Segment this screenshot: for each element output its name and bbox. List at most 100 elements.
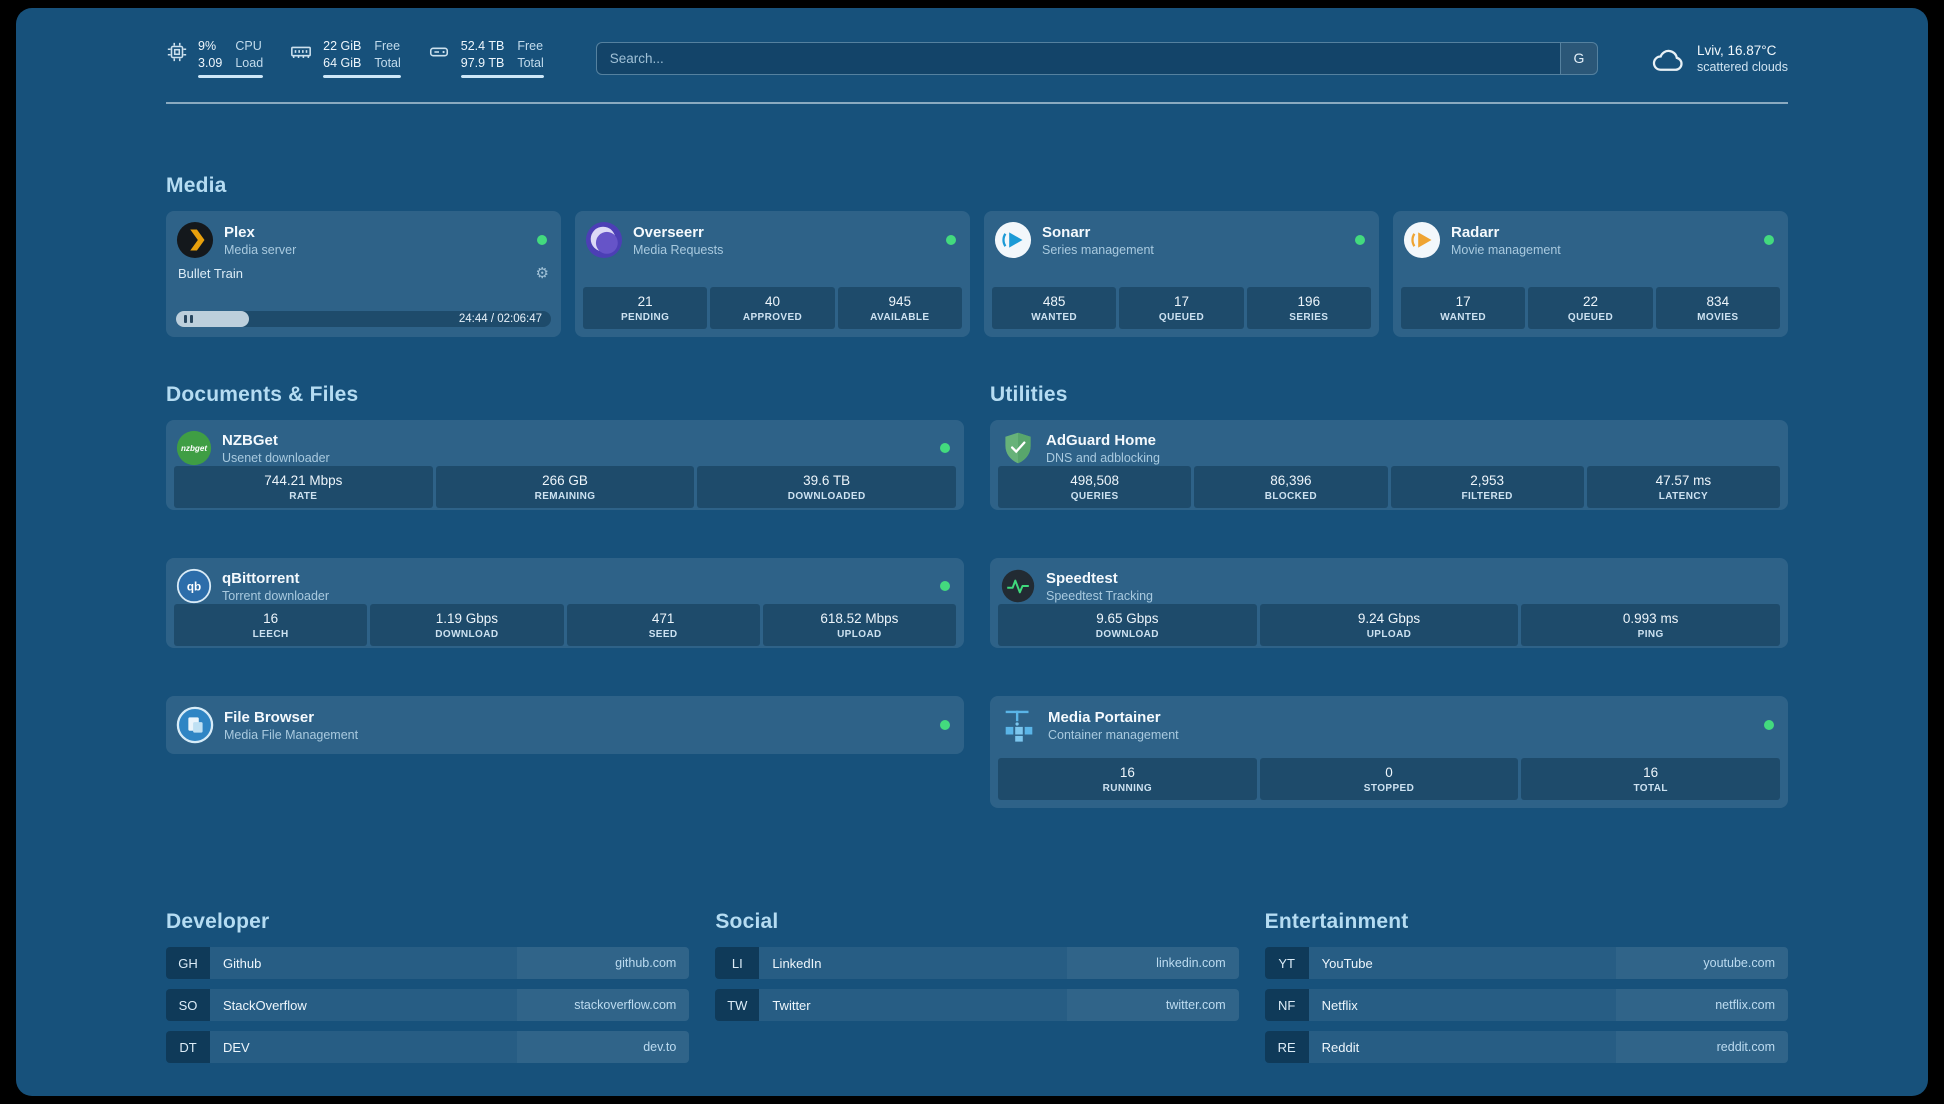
- playback-progress-bar: 24:44 / 02:06:47: [176, 311, 551, 327]
- cpu-label: CPU: [235, 39, 262, 54]
- cpu-widget: 9% 3.09 CPU Load: [166, 38, 264, 78]
- bookmark-github[interactable]: GH Github github.com: [166, 947, 690, 979]
- now-playing-title: Bullet Train: [178, 266, 244, 281]
- disk-total-value: 97.9 TB: [460, 55, 505, 70]
- memory-free-value: 22 GiB: [323, 39, 362, 54]
- bookmark-name: DEV: [210, 1031, 518, 1063]
- bookmark-group-entertainment: Entertainment YT YouTube youtube.com NF …: [1264, 910, 1788, 1073]
- bookmark-netflix[interactable]: NF Netflix netflix.com: [1264, 989, 1788, 1021]
- bookmark-youtube[interactable]: YT YouTube youtube.com: [1264, 947, 1788, 979]
- radarr-icon: [1403, 221, 1441, 259]
- disk-free-label: Free: [517, 39, 544, 54]
- service-subtitle: Container management: [1048, 727, 1179, 742]
- service-card-adguard[interactable]: AdGuard Home DNS and adblocking 498,508 …: [990, 420, 1788, 510]
- service-card-nzbget[interactable]: nzbget NZBGet Usenet downloader 744.21 M…: [166, 420, 964, 510]
- gear-icon[interactable]: ⚙: [535, 265, 549, 282]
- disk-total-label: Total: [517, 55, 544, 70]
- service-title: Plex: [224, 224, 255, 242]
- service-subtitle: Series management: [1042, 242, 1154, 257]
- disk-icon: [427, 41, 451, 63]
- bookmark-name: Reddit: [1308, 1031, 1616, 1063]
- bookmark-name: LinkedIn: [759, 947, 1067, 979]
- status-dot: [537, 235, 547, 245]
- stat-upload: 618.52 Mbps UPLOAD: [762, 604, 956, 646]
- bookmark-twitter[interactable]: TW Twitter twitter.com: [715, 989, 1239, 1021]
- disk-usage-bar: [460, 74, 544, 78]
- status-dot: [940, 581, 950, 591]
- stat-queued: 22 QUEUED: [1528, 287, 1653, 329]
- cpu-load-value: 3.09: [198, 55, 223, 70]
- stat-latency: 47.57 ms LATENCY: [1586, 466, 1780, 508]
- bookmark-stackoverflow[interactable]: SO StackOverflow stackoverflow.com: [166, 989, 690, 1021]
- memory-total-value: 64 GiB: [323, 55, 362, 70]
- top-bar: 9% 3.09 CPU Load: [166, 34, 1788, 82]
- service-subtitle: DNS and adblocking: [1046, 450, 1160, 465]
- cloud-icon: [1650, 45, 1686, 75]
- bookmark-group-developer: Developer GH Github github.com SO StackO…: [166, 910, 690, 1073]
- pause-icon[interactable]: [184, 315, 193, 323]
- memory-icon: [289, 41, 313, 63]
- bookmark-group-social: Social LI LinkedIn linkedin.com TW Twitt…: [715, 910, 1239, 1073]
- section-title-entertainment: Entertainment: [1264, 910, 1409, 933]
- bookmark-abbr: LI: [715, 947, 760, 979]
- portainer-icon: [1000, 706, 1038, 744]
- playback-progress-fill: [176, 311, 250, 327]
- stat-stopped: 0 STOPPED: [1259, 758, 1519, 800]
- weather-location: Lviv, 16.87°C: [1696, 42, 1777, 58]
- svg-text:qb: qb: [187, 581, 201, 594]
- dashboard-content: 9% 3.09 CPU Load: [16, 8, 1928, 1096]
- service-card-speedtest[interactable]: Speedtest Speedtest Tracking 9.65 Gbps D…: [990, 558, 1788, 648]
- stat-queued: 17 QUEUED: [1119, 287, 1244, 329]
- stat-pending: 21 PENDING: [583, 287, 708, 329]
- service-card-filebrowser[interactable]: File Browser Media File Management: [166, 696, 964, 754]
- service-card-radarr[interactable]: Radarr Movie management 17 WANTED 22 QUE…: [1393, 211, 1788, 337]
- bookmark-dev[interactable]: DT DEV dev.to: [166, 1031, 690, 1063]
- service-card-qbittorrent[interactable]: qb qBittorrent Torrent downloader 16: [166, 558, 964, 648]
- search-provider-button[interactable]: G: [1559, 42, 1597, 74]
- search-bar: G: [595, 41, 1598, 75]
- bookmark-url: stackoverflow.com: [517, 989, 690, 1021]
- status-dot: [1764, 720, 1774, 730]
- section-media: Media Plex Media server: [166, 174, 1788, 337]
- service-title: Sonarr: [1042, 224, 1091, 242]
- stat-leech: 16 LEECH: [174, 604, 368, 646]
- stat-wanted: 485 WANTED: [992, 287, 1117, 329]
- stat-available: 945 AVAILABLE: [837, 287, 962, 329]
- service-card-portainer[interactable]: Media Portainer Container management 16 …: [990, 696, 1788, 808]
- status-dot: [940, 720, 950, 730]
- stat-queries: 498,508 QUERIES: [998, 466, 1192, 508]
- stat-approved: 40 APPROVED: [710, 287, 835, 329]
- section-title-social: Social: [715, 910, 779, 933]
- service-subtitle: Media File Management: [224, 727, 359, 742]
- bookmark-abbr: GH: [166, 947, 210, 979]
- filebrowser-icon: [176, 706, 214, 744]
- status-dot: [1355, 235, 1365, 245]
- stat-download: 9.65 Gbps DOWNLOAD: [998, 604, 1257, 646]
- sonarr-icon: [994, 221, 1032, 259]
- service-card-overseerr[interactable]: Overseerr Media Requests 21 PENDING 40 A…: [575, 211, 970, 337]
- plex-icon: [176, 221, 214, 259]
- bookmark-reddit[interactable]: RE Reddit reddit.com: [1264, 1031, 1788, 1063]
- bookmark-linkedin[interactable]: LI LinkedIn linkedin.com: [715, 947, 1239, 979]
- service-title: Speedtest: [1046, 570, 1118, 588]
- service-title: Overseerr: [633, 224, 704, 242]
- section-title-media: Media: [166, 174, 227, 197]
- status-dot: [940, 443, 950, 453]
- section-title-documents: Documents & Files: [166, 383, 359, 406]
- service-title: qBittorrent: [222, 570, 300, 588]
- weather-widget: Lviv, 16.87°C scattered clouds: [1650, 42, 1788, 75]
- service-subtitle: Media Requests: [633, 242, 724, 257]
- service-card-sonarr[interactable]: Sonarr Series management 485 WANTED 17 Q…: [984, 211, 1379, 337]
- section-title-developer: Developer: [166, 910, 270, 933]
- service-subtitle: Torrent downloader: [222, 588, 330, 603]
- service-title: NZBGet: [222, 432, 278, 450]
- stat-rate: 744.21 Mbps RATE: [174, 466, 433, 508]
- bookmark-url: reddit.com: [1615, 1031, 1788, 1063]
- service-card-plex[interactable]: Plex Media server Bullet Train ⚙ 24: [166, 211, 561, 337]
- search-input[interactable]: [596, 42, 1560, 74]
- memory-total-label: Total: [374, 55, 401, 70]
- media-grid: Plex Media server Bullet Train ⚙ 24: [166, 211, 1788, 337]
- service-subtitle: Movie management: [1451, 242, 1561, 257]
- service-title: File Browser: [224, 709, 315, 727]
- stat-wanted: 17 WANTED: [1401, 287, 1526, 329]
